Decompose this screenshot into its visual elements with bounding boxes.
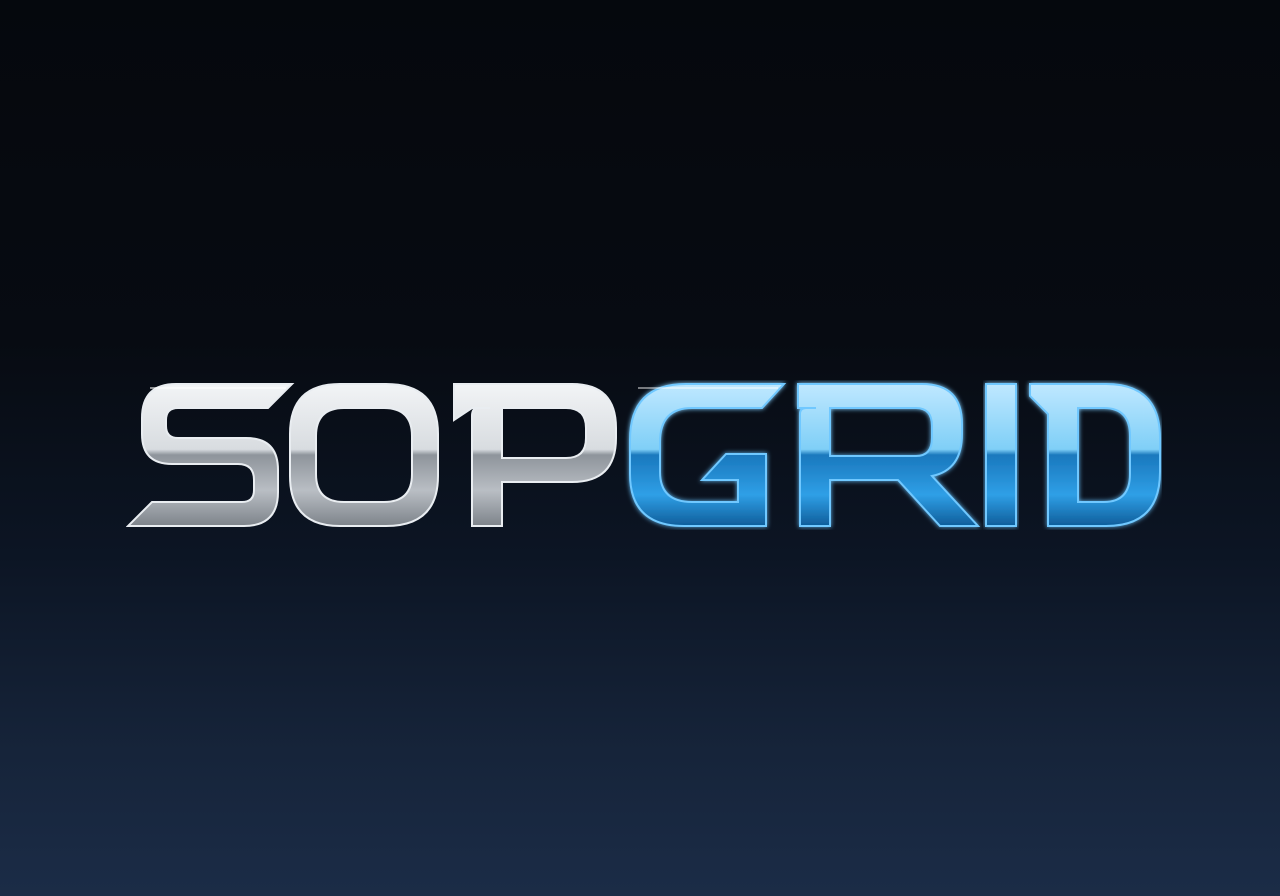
sopgrid-logo [126,380,1162,530]
letter-s-silver [128,384,292,526]
letter-o-silver [290,384,438,526]
letter-d-blue [1030,384,1160,526]
sopgrid-logo-graphic [126,380,1162,530]
letter-r-blue [798,384,978,526]
letter-g-blue [630,384,784,526]
letter-i-blue [986,384,1016,526]
letter-p-silver [454,384,616,526]
